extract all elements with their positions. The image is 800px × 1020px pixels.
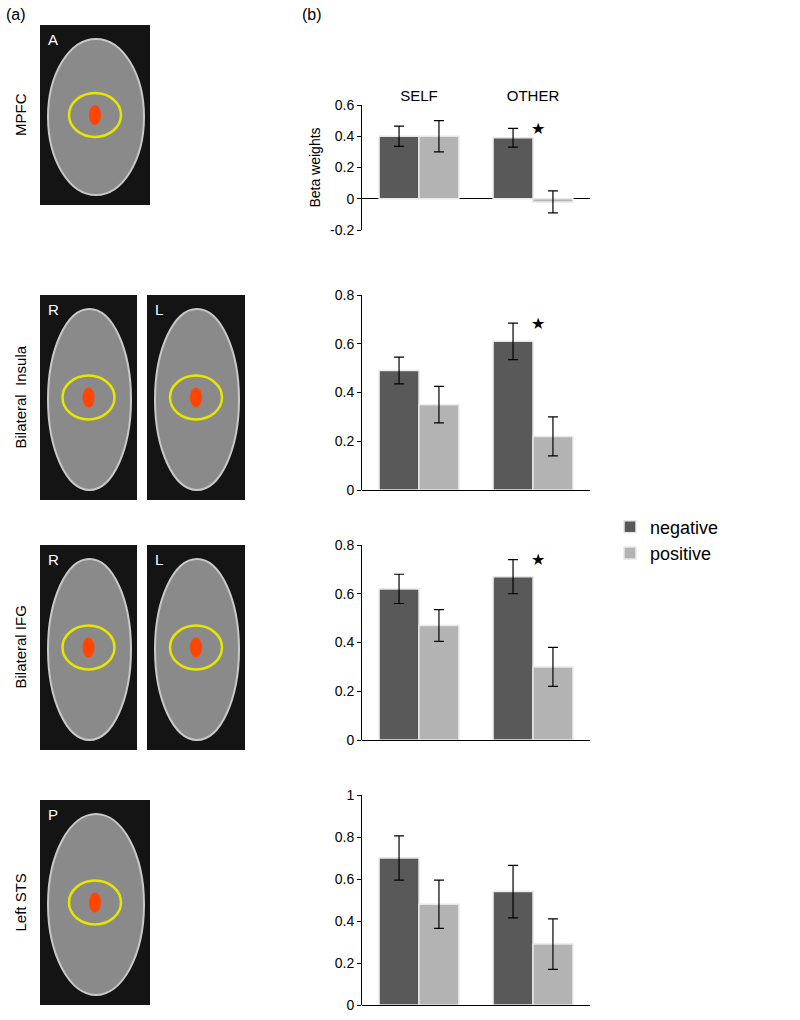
svg-text:Left STS: Left STS bbox=[12, 873, 29, 931]
svg-text:negative: negative bbox=[650, 518, 718, 538]
svg-text:0.8: 0.8 bbox=[335, 287, 355, 303]
svg-text:★: ★ bbox=[531, 550, 545, 569]
svg-text:0.6: 0.6 bbox=[335, 336, 355, 352]
svg-text:0: 0 bbox=[346, 997, 354, 1013]
svg-text:0.2: 0.2 bbox=[335, 433, 355, 449]
svg-text:1: 1 bbox=[346, 787, 354, 803]
svg-text:0: 0 bbox=[346, 482, 354, 498]
svg-text:0.8: 0.8 bbox=[335, 537, 355, 553]
svg-text:0.6: 0.6 bbox=[335, 97, 355, 113]
svg-text:SELF: SELF bbox=[400, 87, 438, 104]
svg-text:0.4: 0.4 bbox=[335, 128, 355, 144]
svg-text:0.4: 0.4 bbox=[335, 913, 355, 929]
svg-text:0.4: 0.4 bbox=[335, 384, 355, 400]
svg-text:OTHER: OTHER bbox=[507, 87, 560, 104]
svg-text:(b): (b) bbox=[302, 6, 322, 23]
svg-text:0.2: 0.2 bbox=[335, 955, 355, 971]
svg-text:0.8: 0.8 bbox=[335, 829, 355, 845]
svg-text:-0.2: -0.2 bbox=[330, 222, 354, 238]
svg-text:0.2: 0.2 bbox=[335, 159, 355, 175]
svg-text:0.6: 0.6 bbox=[335, 871, 355, 887]
svg-text:0.6: 0.6 bbox=[335, 586, 355, 602]
svg-text:Bilateral Insula: Bilateral Insula bbox=[12, 345, 29, 448]
svg-text:A: A bbox=[48, 31, 58, 48]
svg-text:positive: positive bbox=[650, 544, 711, 564]
svg-text:R: R bbox=[48, 301, 59, 318]
svg-text:0.2: 0.2 bbox=[335, 683, 355, 699]
svg-text:★: ★ bbox=[531, 119, 545, 138]
svg-text:Bilateral IFG: Bilateral IFG bbox=[12, 605, 29, 688]
svg-text:R: R bbox=[48, 551, 59, 568]
svg-text:★: ★ bbox=[531, 314, 545, 333]
svg-text:0: 0 bbox=[346, 732, 354, 748]
svg-text:L: L bbox=[155, 551, 163, 568]
svg-text:P: P bbox=[48, 806, 58, 823]
svg-text:0: 0 bbox=[346, 191, 354, 207]
svg-text:(a): (a) bbox=[6, 6, 26, 23]
svg-text:Beta weights: Beta weights bbox=[307, 127, 323, 207]
svg-text:0.4: 0.4 bbox=[335, 634, 355, 650]
svg-text:MPFC: MPFC bbox=[12, 93, 29, 136]
svg-text:L: L bbox=[155, 301, 163, 318]
